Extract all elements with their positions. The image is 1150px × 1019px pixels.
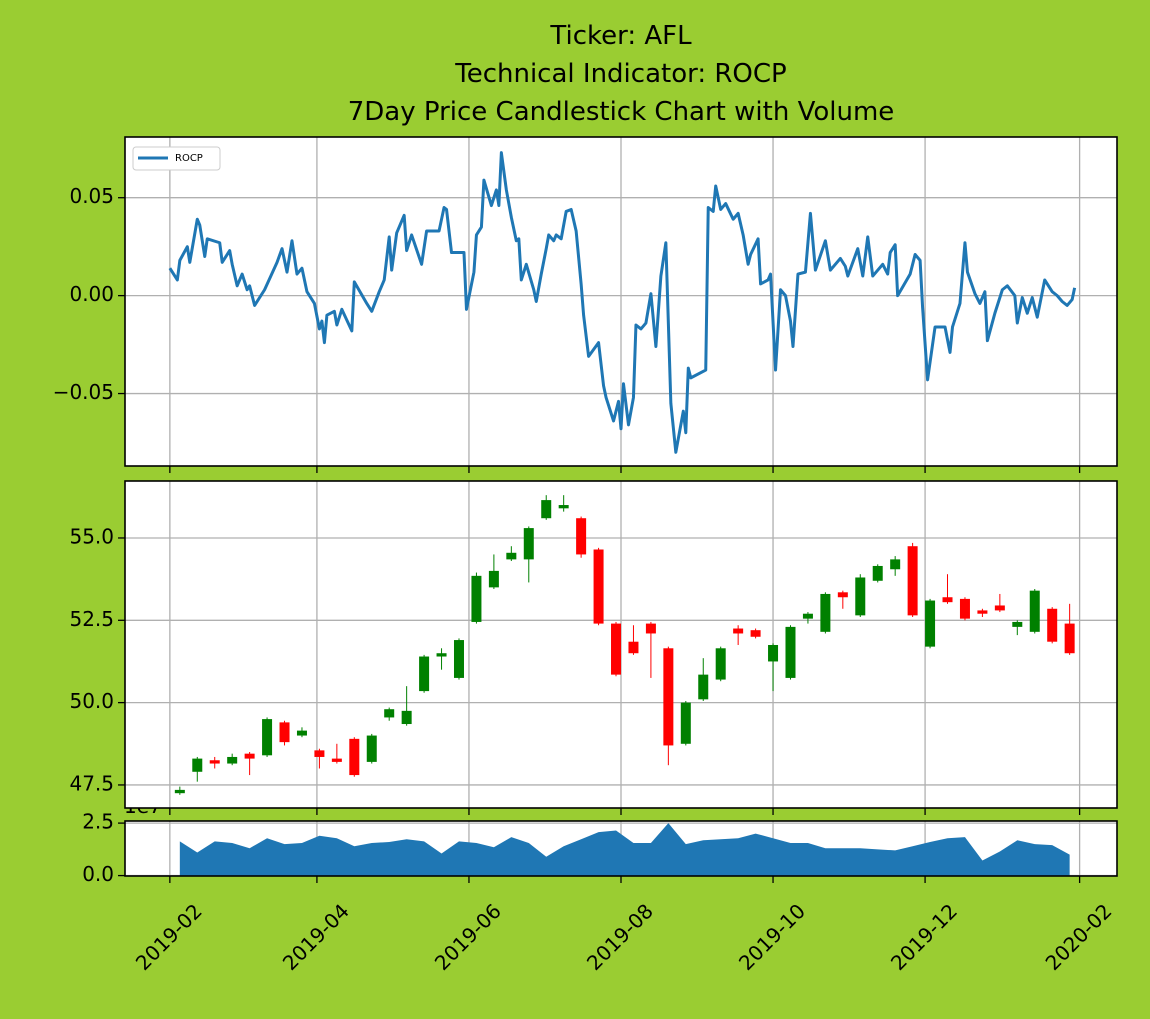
candle-body: [262, 719, 273, 756]
candle-body: [227, 756, 238, 764]
candle-body: [192, 758, 203, 772]
candle-body: [1064, 623, 1075, 654]
candle-body: [471, 575, 482, 622]
candle-body: [401, 710, 412, 725]
candle-body: [174, 789, 185, 794]
candle-body: [890, 559, 901, 570]
candle-body: [977, 610, 988, 614]
y-tick-label: 55.0: [69, 524, 114, 548]
y-tick-label: 2.5: [82, 810, 114, 834]
candle-body: [872, 565, 883, 581]
candle-body: [942, 597, 953, 603]
candle-body: [855, 577, 866, 616]
legend-label: ROCP: [175, 153, 203, 164]
title-line: 7Day Price Candlestick Chart with Volume: [348, 97, 895, 127]
candle-body: [628, 641, 639, 654]
candle-body: [453, 640, 464, 678]
candle-body: [715, 648, 726, 680]
candle-body: [802, 613, 813, 619]
candle-body: [663, 648, 674, 746]
plot-content: [168, 151, 1077, 454]
candle-body: [436, 653, 447, 657]
candle-body: [593, 549, 604, 624]
candle-body: [506, 552, 517, 560]
legend-box: [132, 146, 221, 171]
title-line: Technical Indicator: ROCP: [454, 59, 786, 89]
candle-body: [384, 709, 395, 718]
candle-body: [279, 722, 290, 743]
candle-body: [366, 735, 377, 762]
volume-area: [179, 823, 1070, 876]
candle-body: [209, 760, 220, 764]
plot-frame: [124, 480, 1118, 809]
candle-body: [331, 758, 342, 762]
candle-body: [541, 500, 552, 519]
title-line: Ticker: AFL: [549, 21, 692, 51]
plot-content: [174, 495, 1075, 795]
candle-body: [907, 546, 918, 616]
candle-body: [488, 570, 499, 588]
candle-body: [558, 505, 569, 509]
candle-body: [576, 518, 587, 555]
candle-body: [1047, 608, 1058, 642]
plot-frame: [124, 136, 1118, 467]
plot-content: [179, 823, 1070, 876]
y-tick-label: 0.0: [82, 862, 114, 886]
candle-body: [314, 750, 325, 757]
candle-body: [296, 730, 307, 736]
candle-body: [680, 702, 691, 744]
candle-body: [419, 656, 430, 692]
candle-body: [1012, 621, 1023, 627]
plot-frame: [124, 820, 1118, 877]
line-series: [168, 151, 1077, 454]
candle-body: [785, 626, 796, 678]
candle-body: [768, 644, 779, 662]
y-tick-label: 0.00: [69, 282, 114, 306]
candle-body: [349, 738, 360, 776]
candle-body: [523, 528, 534, 560]
y-tick-label: 50.0: [69, 689, 114, 713]
candle-body: [244, 753, 255, 759]
candle-body: [611, 623, 622, 675]
candle-body: [645, 623, 656, 634]
candle-body: [1029, 590, 1040, 632]
candle-body: [837, 592, 848, 598]
candle-body: [733, 628, 744, 634]
candle-body: [698, 674, 709, 700]
candle-body: [750, 630, 761, 637]
candle-body: [925, 600, 936, 647]
y-tick-label: 47.5: [69, 771, 114, 795]
y-tick-label: −0.05: [53, 380, 114, 404]
y-tick-label: 0.05: [69, 184, 114, 208]
candle-body: [959, 598, 970, 619]
candle-body: [994, 605, 1005, 611]
y-tick-label: 52.5: [69, 607, 114, 631]
candle-body: [820, 593, 831, 632]
legend: ROCP: [132, 146, 221, 171]
